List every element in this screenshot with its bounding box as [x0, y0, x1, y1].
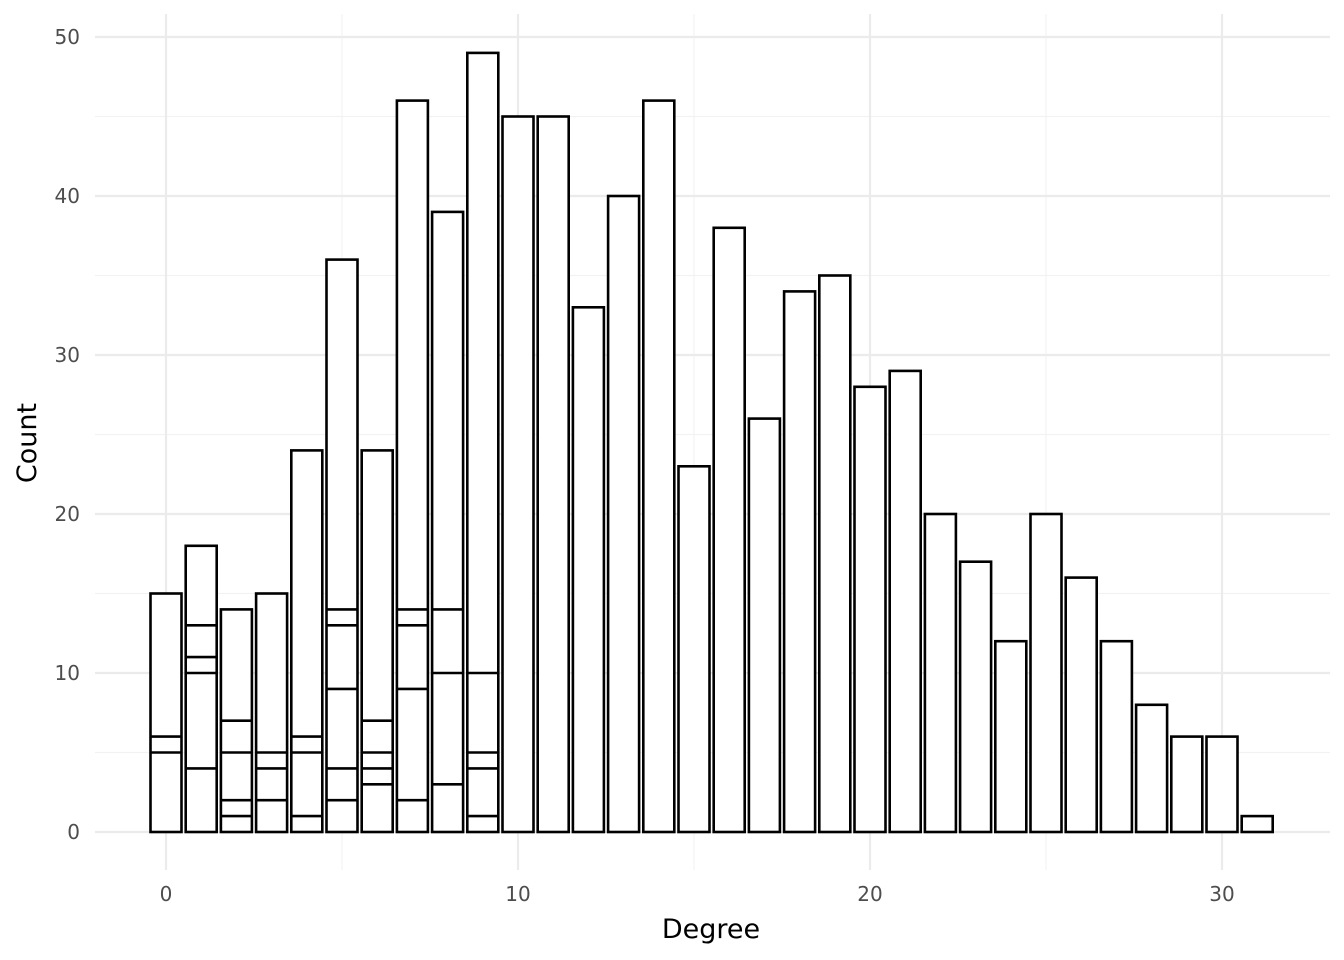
bar-degree-24: [993, 639, 1028, 834]
bar: [501, 115, 535, 834]
bar: [1099, 639, 1134, 834]
bar: [958, 560, 993, 834]
bar: [1029, 512, 1063, 834]
bar-degree-1: [184, 544, 218, 834]
bar: [1170, 735, 1204, 834]
x-tick-label: 20: [857, 882, 882, 906]
bar-degree-8: [430, 210, 465, 834]
bar-degree-10: [501, 115, 535, 834]
bar-degree-17: [747, 417, 782, 834]
x-axis-tick-labels: 0 10 20 30: [160, 882, 1235, 906]
bar-degree-11: [536, 115, 571, 834]
bar-degree-16: [712, 226, 747, 834]
y-tick-label: 10: [55, 661, 80, 685]
bar-degree-0: [149, 592, 183, 834]
bar-degree-27: [1099, 639, 1134, 834]
x-axis-title: Degree: [662, 914, 760, 945]
bar-degree-29: [1170, 735, 1204, 834]
bar-degree-5: [325, 258, 359, 834]
bar: [571, 305, 606, 834]
bar-degree-7: [395, 99, 430, 834]
bar-degree-14: [641, 99, 676, 834]
bar-degree-26: [1064, 576, 1098, 834]
bar: [360, 449, 395, 834]
y-tick-label: 50: [55, 25, 80, 49]
bar: [923, 512, 958, 834]
y-tick-label: 0: [67, 820, 80, 844]
bar: [465, 51, 500, 834]
bar-degree-13: [606, 194, 641, 834]
bar-degree-12: [571, 305, 606, 834]
x-tick-label: 10: [505, 882, 530, 906]
bar: [430, 210, 465, 834]
bar: [747, 417, 782, 834]
bar: [184, 544, 218, 834]
bar: [325, 258, 359, 834]
bar: [606, 194, 641, 834]
bar: [254, 592, 289, 834]
bar-degree-19: [817, 274, 852, 834]
bar-degree-23: [958, 560, 993, 834]
bar: [289, 449, 324, 834]
bar: [817, 274, 852, 834]
y-axis-tick-labels: 0 10 20 30 40 50: [55, 25, 80, 844]
y-axis-title: Count: [12, 403, 43, 483]
bar-degree-15: [677, 464, 711, 834]
bar-degree-9: [465, 51, 500, 834]
y-tick-label: 30: [55, 343, 80, 367]
bar-degree-2: [219, 608, 254, 834]
bars-layer: [149, 51, 1274, 834]
bar: [1134, 703, 1169, 834]
bar-degree-6: [360, 449, 395, 834]
x-tick-label: 30: [1209, 882, 1234, 906]
bar-degree-25: [1029, 512, 1063, 834]
bar: [993, 639, 1028, 834]
x-tick-label: 0: [160, 882, 173, 906]
bar: [641, 99, 676, 834]
bar-degree-3: [254, 592, 289, 834]
bar: [888, 369, 923, 834]
bar-degree-20: [853, 385, 887, 834]
bar-degree-28: [1134, 703, 1169, 834]
bar: [853, 385, 887, 834]
bar-degree-18: [782, 290, 817, 834]
bar: [677, 464, 711, 834]
y-tick-label: 40: [55, 184, 80, 208]
bar: [395, 99, 430, 834]
bar-degree-4: [289, 449, 324, 834]
bar-degree-22: [923, 512, 958, 834]
bar: [536, 115, 571, 834]
bar: [149, 592, 183, 834]
bar-degree-30: [1205, 735, 1239, 834]
bar: [782, 290, 817, 834]
bar: [712, 226, 747, 834]
bar: [1205, 735, 1239, 834]
bar: [1064, 576, 1098, 834]
bar-degree-21: [888, 369, 923, 834]
bar: [1240, 814, 1274, 834]
y-tick-label: 20: [55, 502, 80, 526]
bar-degree-31: [1240, 814, 1274, 834]
